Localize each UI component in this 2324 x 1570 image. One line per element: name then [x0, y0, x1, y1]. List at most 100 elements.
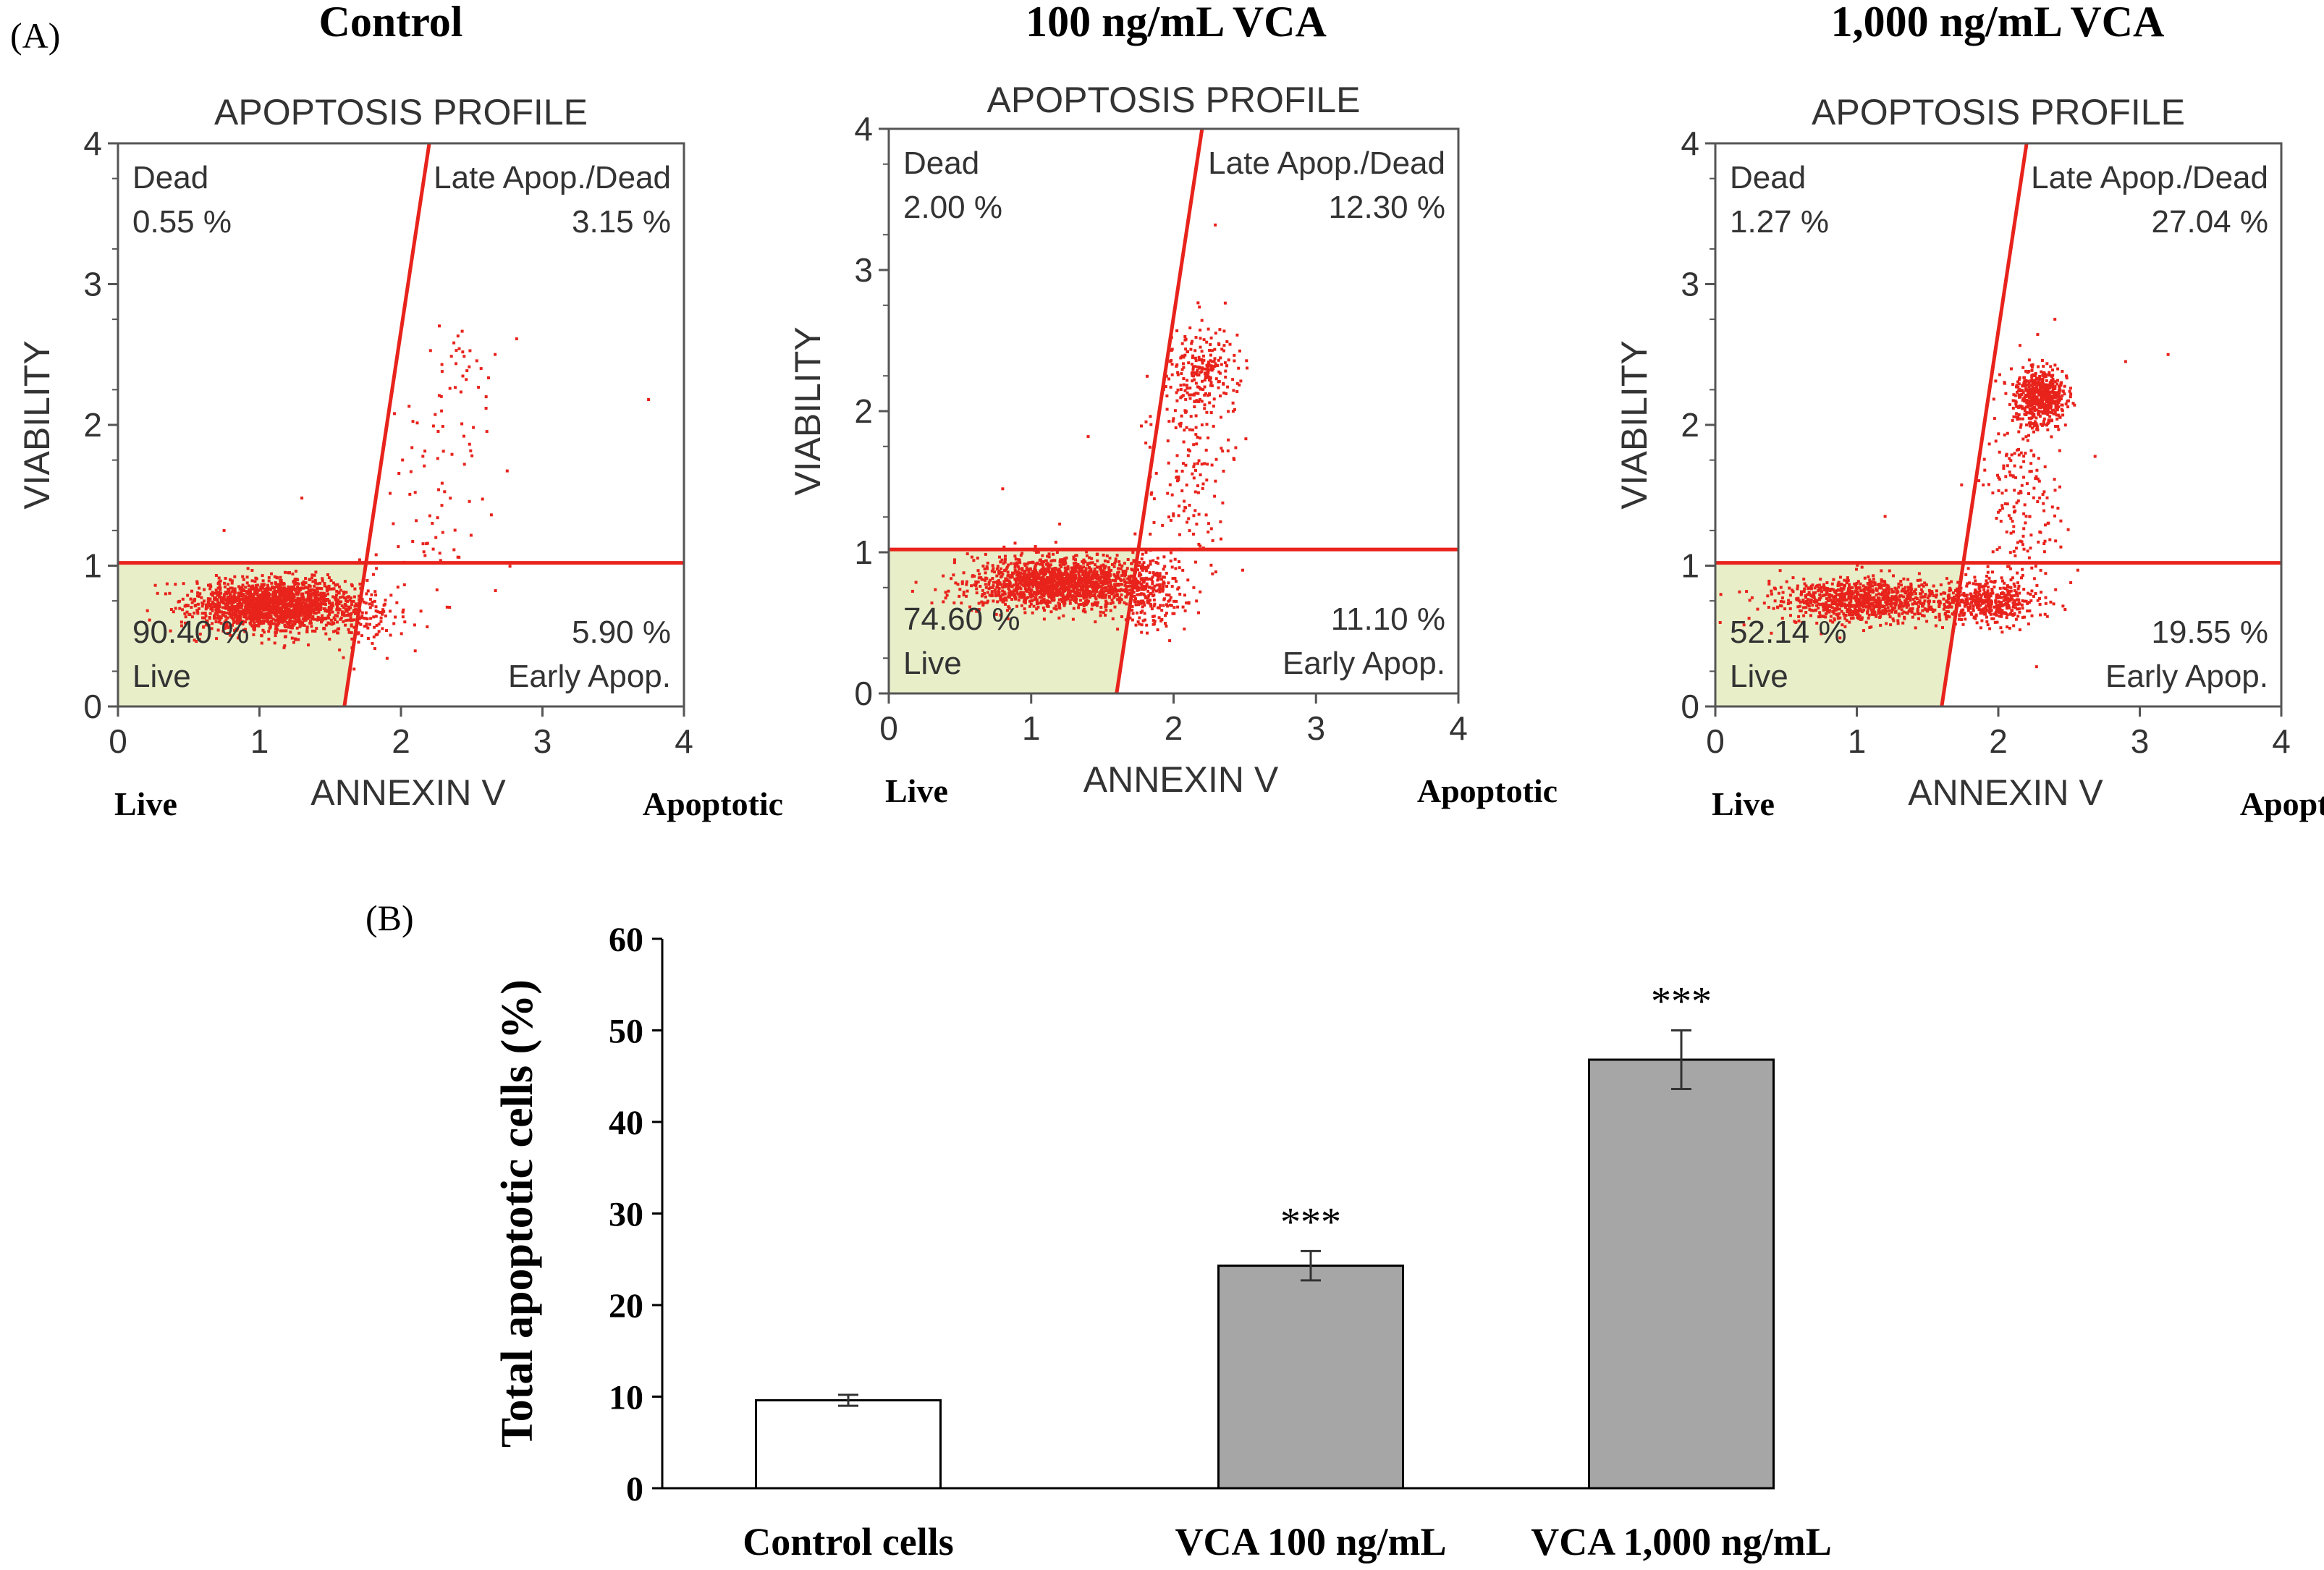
event-dot: [1178, 422, 1181, 426]
event-dot: [1815, 604, 1818, 607]
event-dot: [1028, 567, 1032, 570]
event-dot: [203, 588, 206, 591]
event-dot: [295, 591, 298, 595]
event-dot: [1209, 384, 1212, 387]
event-dot: [1932, 594, 1935, 597]
event-dot: [237, 616, 240, 620]
event-dot: [1116, 628, 1120, 631]
event-dot: [979, 585, 982, 588]
event-dot: [1007, 573, 1010, 577]
event-dot: [1199, 436, 1202, 440]
event-dot: [1112, 596, 1116, 599]
event-dot: [1057, 567, 1061, 571]
event-dot: [241, 612, 245, 616]
event-dot: [1027, 585, 1031, 588]
event-dot: [1919, 588, 1923, 591]
y-tick-label: 4: [83, 124, 102, 162]
event-dot: [1131, 612, 1135, 615]
event-dot: [203, 616, 206, 620]
event-dot: [278, 593, 282, 596]
event-dot: [267, 630, 271, 633]
event-dot: [258, 604, 262, 608]
event-dot: [1900, 602, 1903, 605]
event-dot: [1889, 623, 1893, 627]
event-dot: [1089, 591, 1093, 595]
event-dot: [1035, 598, 1039, 602]
event-dot: [1194, 414, 1198, 418]
event-dot: [1848, 586, 1851, 589]
event-dot: [1823, 606, 1826, 609]
event-dot: [297, 631, 301, 635]
event-dot: [332, 616, 336, 620]
event-dot: [1170, 373, 1174, 376]
event-dot: [241, 588, 245, 591]
event-dot: [1913, 602, 1917, 605]
event-dot: [263, 608, 267, 612]
event-dot: [214, 620, 218, 623]
event-dot: [328, 602, 331, 605]
event-dot: [318, 586, 321, 590]
event-dot: [1016, 570, 1020, 574]
event-dot: [1910, 610, 1914, 614]
event-dot: [193, 638, 196, 642]
event-dot: [274, 634, 277, 638]
event-dot: [441, 425, 444, 428]
event-dot: [1789, 614, 1792, 617]
event-dot: [1807, 598, 1810, 602]
event-dot: [274, 614, 278, 617]
event-dot: [308, 615, 312, 619]
event-dot: [1920, 583, 1924, 586]
event-dot: [1136, 620, 1140, 624]
event-dot: [1088, 569, 1091, 573]
event-dot: [1060, 581, 1064, 584]
event-dot: [1094, 596, 1097, 599]
event-dot: [352, 599, 355, 603]
event-dot: [1888, 612, 1891, 616]
event-dot: [1175, 391, 1178, 394]
event-dot: [484, 395, 488, 399]
event-dot: [260, 596, 263, 600]
event-dot: [251, 599, 254, 603]
event-dot: [1134, 603, 1138, 607]
event-dot: [1198, 366, 1201, 370]
event-dot: [1841, 598, 1844, 601]
event-dot: [1140, 557, 1144, 561]
event-dot: [283, 613, 287, 617]
event-dot: [1146, 589, 1150, 593]
event-dot: [1141, 605, 1144, 609]
event-dot: [298, 625, 302, 628]
event-dot: [1136, 593, 1139, 596]
event-dot: [1805, 599, 1808, 603]
event-dot: [1142, 561, 1146, 565]
event-dot: [1023, 594, 1026, 597]
event-dot: [365, 592, 368, 596]
event-dot: [1843, 599, 1846, 602]
event-dot: [1164, 614, 1167, 617]
event-dot: [322, 617, 326, 620]
event-dot: [1054, 541, 1057, 544]
event-dot: [1195, 399, 1199, 402]
event-dot: [308, 584, 312, 588]
event-dot: [475, 359, 478, 363]
event-dot: [1010, 562, 1013, 565]
event-dot: [278, 600, 282, 604]
event-dot: [1001, 593, 1004, 596]
event-dot: [1185, 601, 1188, 604]
event-dot: [1110, 562, 1114, 566]
event-dot: [301, 583, 305, 587]
event-dot: [214, 596, 217, 599]
event-dot: [994, 612, 998, 616]
event-dot: [1073, 591, 1077, 595]
event-dot: [1182, 377, 1186, 380]
event-dot: [267, 638, 271, 641]
event-dot: [1193, 378, 1196, 381]
event-dot: [1172, 606, 1176, 609]
event-dot: [1066, 565, 1070, 568]
event-dot: [1000, 558, 1004, 562]
event-dot: [944, 596, 947, 600]
x-tick-label: 4: [675, 722, 693, 760]
event-dot: [344, 604, 347, 607]
event-dot: [1214, 362, 1217, 366]
event-dot: [296, 599, 299, 603]
event-dot: [1149, 604, 1153, 608]
